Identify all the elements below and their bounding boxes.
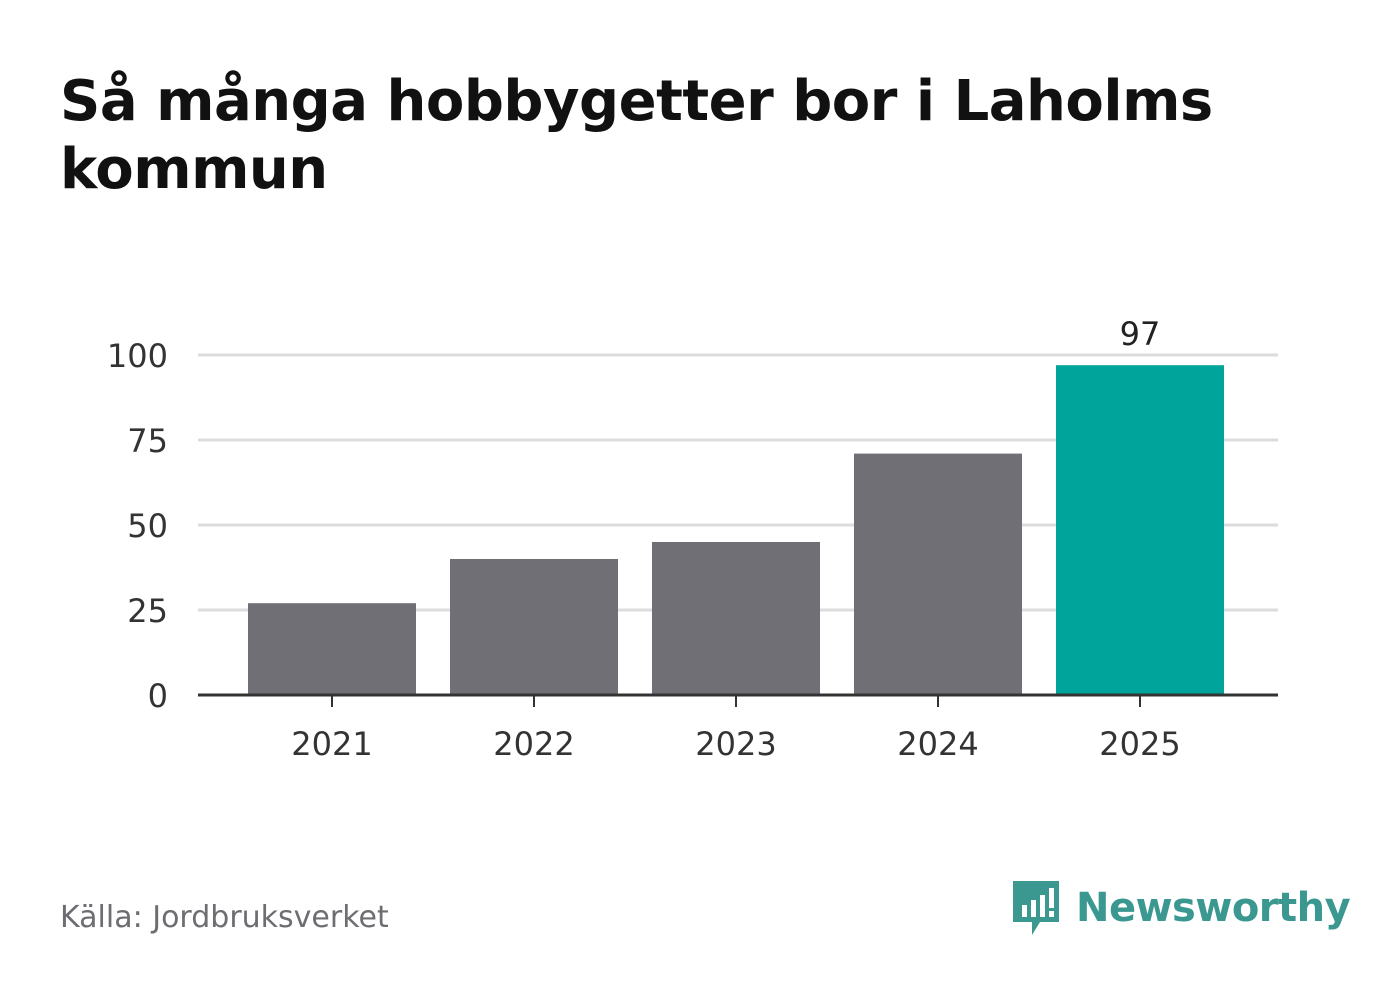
data-label: 97	[1120, 315, 1161, 353]
x-tick-label: 2021	[291, 725, 372, 763]
y-tick-label: 50	[127, 507, 168, 545]
x-axis	[198, 693, 1278, 707]
newsworthy-logo-icon	[1013, 881, 1059, 935]
bar-2023	[652, 542, 820, 695]
bars	[248, 365, 1224, 695]
labels: 0 25 50 75 100 2021 2022 2023 2024 2025 97	[107, 315, 1181, 763]
chart-title: Så många hobbygetter bor i Laholms kommu…	[60, 69, 1213, 202]
brand-name: Newsworthy	[1076, 885, 1351, 931]
x-tick-label: 2023	[695, 725, 776, 763]
y-tick-label: 100	[107, 337, 168, 375]
y-tick-label: 0	[148, 677, 168, 715]
y-tick-label: 25	[127, 592, 168, 630]
x-tick-label: 2022	[493, 725, 574, 763]
x-tick-label: 2024	[897, 725, 978, 763]
x-tick-label: 2025	[1099, 725, 1180, 763]
bar-2021	[248, 603, 416, 695]
source-note: Källa: Jordbruksverket	[60, 900, 389, 935]
bar-2022	[450, 559, 618, 695]
bar-2025	[1056, 365, 1224, 695]
bar-2024	[854, 453, 1022, 695]
brand-logo: Newsworthy	[1010, 878, 1351, 938]
y-tick-label: 75	[127, 422, 168, 460]
